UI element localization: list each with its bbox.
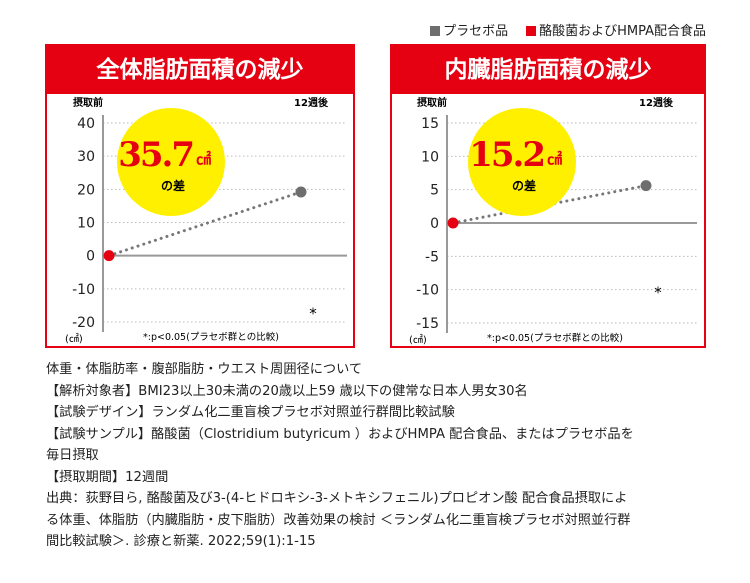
note-line: 間比較試験＞. 診療と新薬. 2022;59(1):1-15 [46,534,316,549]
note-line: 体重・体脂肪率・腹部脂肪・ウエスト周囲径について [46,362,363,377]
chart-title: 内臓脂肪面積の減少 [392,46,704,94]
note-line: 【摂取期間】12週間 [46,469,169,485]
y-unit-label: (㎠) [409,334,427,346]
placebo-point-12w [295,186,307,198]
y-tick-label: -10 [416,283,439,299]
y-tick-label: 0 [86,249,95,265]
note-line: 【試験デザイン】ランダム化二重盲検プラセボ対照並行群間比較試験 [46,405,455,420]
y-unit-label: (㎠) [65,333,83,345]
y-tick-label: -20 [72,315,95,331]
y-tick-label: 10 [421,149,439,165]
note-line: 出典：荻野目ら, 酪酸菌及び3-(4-ヒドロキシ-3-メトキシフェニル)プロピオ… [46,491,628,506]
active-point-start [103,250,115,262]
legend-active-label: 酪酸菌およびHMPA配合食品 [539,24,706,39]
y-tick-label: -5 [425,249,439,265]
y-tick-label: 40 [77,116,95,132]
difference-unit: ㎠ [547,150,562,168]
note-line: 【試験サンプル】酪酸菌（Clostridium butyricum ）およびHM… [46,426,634,442]
significance-asterisk: * [654,284,662,302]
note-line: 【解析対象者】BMI23以上30未満の20歳以上59 歳以下の健常な日本人男女3… [46,383,528,399]
note-line: る体重、体脂肪（内臓脂肪・皮下脂肪）改善効果の検討 ＜ランダム化二重盲検プラセボ… [46,512,631,528]
chart-title: 全体脂肪面積の減少 [47,46,353,94]
x-label-end: 12週後 [294,96,329,109]
y-tick-label: 20 [77,182,95,198]
difference-unit: ㎠ [196,150,211,168]
difference-value: 35.7 [118,135,193,175]
y-tick-label: 10 [77,216,95,232]
y-tick-label: -15 [416,316,439,332]
footnote: *:p<0.05(プラセボ群との比較) [487,332,623,344]
x-label-start: 摂取前 [73,96,103,109]
y-tick-label: 5 [430,183,439,199]
legend-placebo: プラセボ品 [430,20,508,39]
difference-badge [117,108,225,216]
difference-suffix: の差 [512,178,536,193]
chart-panel-total-fat: 全体脂肪面積の減少 40 30 20 10 0 -10 -20 摂取前 12週後 (㎠) *:p<0… [45,44,355,348]
chart-panel-visceral-fat: 内臓脂肪面積の減少 15 10 5 0 -5 -10 -15 摂取前 12週後 (㎠) *:p<0.… [390,44,706,348]
legend-placebo-label: プラセボ品 [443,24,509,39]
placebo-swatch-icon [430,26,441,36]
y-tick-label: 15 [421,116,439,132]
difference-suffix: の差 [161,178,185,193]
difference-value: 15.2 [469,135,544,175]
y-tick-label: 0 [430,216,439,232]
difference-badge [468,108,576,216]
chart-total-fat: 40 30 20 10 0 -10 -20 摂取前 12週後 (㎠) *:p<0.05(プラセボ群と… [65,96,347,345]
x-label-end: 12週後 [639,96,674,109]
significance-asterisk: * [309,304,317,322]
footnote: *:p<0.05(プラセボ群との比較) [143,331,279,343]
study-notes: 体重・体脂肪率・腹部脂肪・ウエスト周囲径について【解析対象者】BMI23以上30… [46,359,716,553]
y-tick-label: 30 [77,149,95,165]
x-label-start: 摂取前 [417,96,447,109]
active-swatch-icon [526,26,537,36]
chart-visceral-fat: 15 10 5 0 -5 -10 -15 摂取前 12週後 (㎠) *:p<0.05(プラセボ群との… [409,96,697,346]
placebo-point-12w [640,180,652,192]
note-line: 毎日摂取 [46,448,99,463]
legend: プラセボ品 酪酸菌およびHMPA配合食品 [430,20,706,39]
legend-active: 酪酸菌およびHMPA配合食品 [526,20,706,39]
y-tick-label: -10 [72,282,95,298]
active-point-start [447,217,459,229]
